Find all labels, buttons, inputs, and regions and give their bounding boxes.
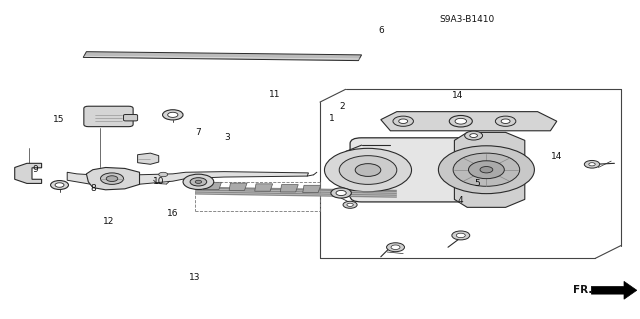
Polygon shape xyxy=(83,52,362,61)
Text: 11: 11 xyxy=(269,90,281,99)
Circle shape xyxy=(584,160,600,168)
Text: FR.: FR. xyxy=(573,285,592,295)
Circle shape xyxy=(55,183,64,187)
Circle shape xyxy=(393,116,413,126)
Text: 8: 8 xyxy=(90,184,95,193)
Circle shape xyxy=(465,131,483,140)
Text: 12: 12 xyxy=(103,217,115,226)
Circle shape xyxy=(159,172,168,177)
Text: 15: 15 xyxy=(53,115,65,124)
Polygon shape xyxy=(280,185,298,192)
Circle shape xyxy=(399,119,408,123)
Circle shape xyxy=(452,231,470,240)
Polygon shape xyxy=(204,182,221,189)
FancyBboxPatch shape xyxy=(124,115,138,121)
FancyBboxPatch shape xyxy=(350,138,498,202)
Circle shape xyxy=(106,176,118,182)
Circle shape xyxy=(387,243,404,252)
Polygon shape xyxy=(195,189,397,193)
Text: 13: 13 xyxy=(189,273,201,282)
Text: 10: 10 xyxy=(153,177,164,186)
Polygon shape xyxy=(229,183,247,190)
Polygon shape xyxy=(303,185,321,193)
Circle shape xyxy=(168,112,178,117)
Circle shape xyxy=(195,180,202,183)
Circle shape xyxy=(100,173,124,184)
Text: 3: 3 xyxy=(225,133,230,142)
Polygon shape xyxy=(195,187,397,198)
Circle shape xyxy=(456,233,465,238)
Circle shape xyxy=(470,134,477,137)
Polygon shape xyxy=(138,153,159,164)
Circle shape xyxy=(438,146,534,194)
Circle shape xyxy=(449,115,472,127)
Circle shape xyxy=(355,164,381,176)
Text: S9A3-B1410: S9A3-B1410 xyxy=(440,15,495,24)
Polygon shape xyxy=(255,184,273,191)
Text: 2: 2 xyxy=(339,102,344,111)
Circle shape xyxy=(468,161,504,179)
Circle shape xyxy=(495,116,516,126)
Circle shape xyxy=(455,118,467,124)
Circle shape xyxy=(391,245,400,249)
Polygon shape xyxy=(591,281,637,299)
FancyBboxPatch shape xyxy=(84,106,133,127)
Text: 16: 16 xyxy=(167,209,179,218)
Circle shape xyxy=(501,119,510,123)
Polygon shape xyxy=(195,191,397,195)
Polygon shape xyxy=(67,172,308,186)
Text: 5: 5 xyxy=(474,179,479,188)
Circle shape xyxy=(51,181,68,189)
Circle shape xyxy=(347,203,353,206)
Text: 6: 6 xyxy=(378,26,383,35)
Text: 7: 7 xyxy=(196,128,201,137)
Circle shape xyxy=(453,153,520,186)
Circle shape xyxy=(163,110,183,120)
Circle shape xyxy=(183,174,214,189)
Circle shape xyxy=(343,201,357,208)
Text: 4: 4 xyxy=(458,197,463,205)
Circle shape xyxy=(589,163,595,166)
Text: 1: 1 xyxy=(329,114,334,123)
Text: 9: 9 xyxy=(33,165,38,174)
Polygon shape xyxy=(86,167,140,190)
Circle shape xyxy=(324,148,412,192)
Text: 14: 14 xyxy=(452,91,463,100)
Circle shape xyxy=(331,188,351,198)
Polygon shape xyxy=(195,193,397,197)
Circle shape xyxy=(480,167,493,173)
Polygon shape xyxy=(454,132,525,207)
Polygon shape xyxy=(381,112,557,131)
Text: 14: 14 xyxy=(551,152,563,161)
Polygon shape xyxy=(15,163,42,183)
Circle shape xyxy=(339,156,397,184)
Circle shape xyxy=(336,190,346,196)
Circle shape xyxy=(190,178,207,186)
